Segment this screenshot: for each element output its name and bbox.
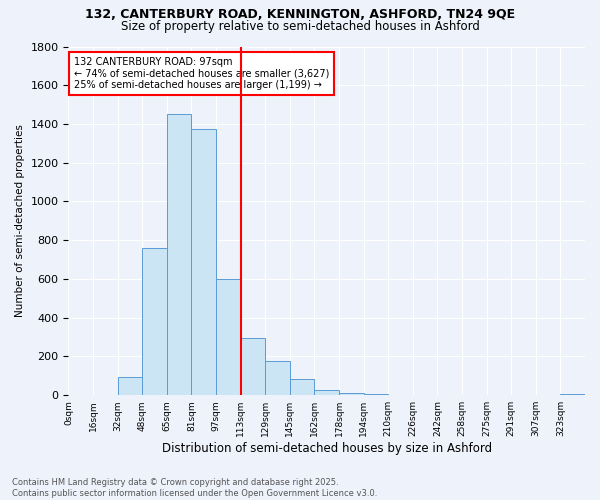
Text: Contains HM Land Registry data © Crown copyright and database right 2025.
Contai: Contains HM Land Registry data © Crown c… [12,478,377,498]
Bar [265,362,290,395]
Bar [191,129,216,395]
Bar [118,377,142,395]
Bar [290,378,314,395]
Bar [216,279,241,395]
Text: 132, CANTERBURY ROAD, KENNINGTON, ASHFORD, TN24 9QE: 132, CANTERBURY ROAD, KENNINGTON, ASHFOR… [85,8,515,20]
Bar [142,248,167,395]
Bar [167,114,191,395]
X-axis label: Distribution of semi-detached houses by size in Ashford: Distribution of semi-detached houses by … [161,442,492,455]
Text: 132 CANTERBURY ROAD: 97sqm
← 74% of semi-detached houses are smaller (3,627)
25%: 132 CANTERBURY ROAD: 97sqm ← 74% of semi… [74,57,329,90]
Bar [241,338,265,395]
Bar [314,390,339,395]
Bar [364,394,388,395]
Bar [560,394,585,395]
Bar [339,394,364,395]
Text: Size of property relative to semi-detached houses in Ashford: Size of property relative to semi-detach… [121,20,479,33]
Y-axis label: Number of semi-detached properties: Number of semi-detached properties [15,124,25,318]
